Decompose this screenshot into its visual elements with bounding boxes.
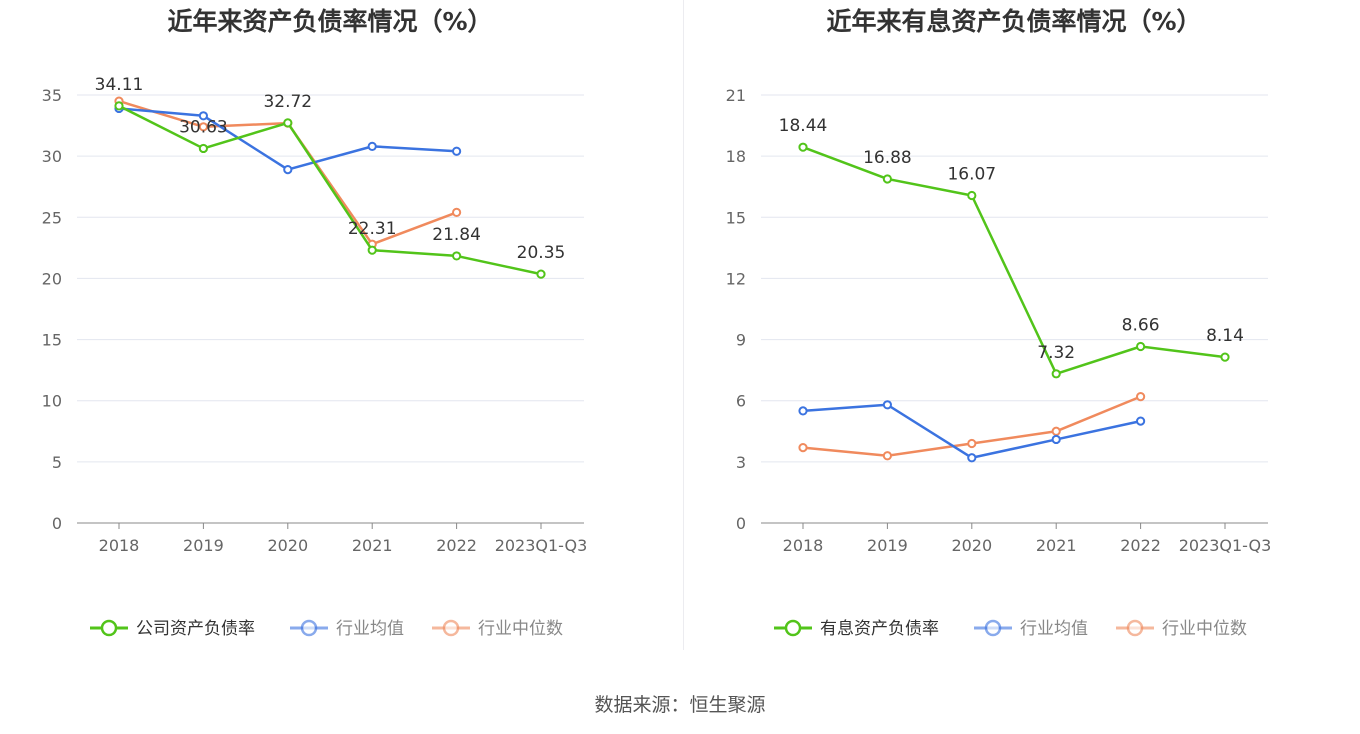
data-point-company[interactable] (198, 143, 208, 154)
legend-item-industry-median[interactable]: 行业中位数 (432, 619, 563, 639)
data-point-industry-avg[interactable] (1136, 416, 1146, 426)
y-tick-label: 35 (42, 86, 62, 105)
data-label: 32.72 (263, 92, 312, 112)
y-tick-label: 0 (736, 514, 746, 533)
legend-item-industry-avg[interactable]: 行业均值 (290, 619, 404, 639)
y-tick-label: 5 (52, 453, 62, 472)
data-point-industry-avg[interactable] (452, 146, 462, 156)
x-tick-label: 2022 (436, 536, 477, 555)
y-tick-label: 6 (736, 392, 746, 411)
data-label: 7.32 (1037, 343, 1075, 363)
data-point-industry-avg[interactable] (198, 111, 208, 121)
x-tick-label: 2018 (99, 536, 140, 555)
legend-item-company[interactable]: 有息资产负债率 (774, 619, 939, 639)
data-point-industry-avg[interactable] (967, 453, 977, 463)
data-point-company[interactable] (882, 174, 892, 184)
y-tick-label: 9 (736, 331, 746, 350)
data-label: 20.35 (517, 243, 566, 263)
divider (683, 0, 684, 650)
x-tick-label: 2021 (352, 536, 393, 555)
data-point-company[interactable] (798, 142, 808, 152)
legend-label: 有息资产负债率 (820, 619, 939, 639)
data-label: 30.63 (179, 117, 228, 137)
data-point-industry-median[interactable] (1136, 392, 1146, 402)
legend-label: 行业均值 (336, 619, 404, 639)
x-tick-label: 2023Q1-Q3 (495, 536, 588, 555)
y-tick-label: 0 (52, 514, 62, 533)
data-point-industry-median[interactable] (798, 442, 808, 453)
data-point-industry-avg[interactable] (283, 164, 293, 175)
x-tick-label: 2023Q1-Q3 (1179, 536, 1272, 555)
y-tick-label: 12 (726, 269, 746, 288)
data-point-industry-avg[interactable] (367, 141, 377, 151)
legend-marker (984, 619, 1002, 637)
data-point-company[interactable] (536, 269, 546, 279)
data-point-company[interactable] (1220, 352, 1230, 362)
y-tick-label: 15 (726, 208, 746, 227)
data-source: 数据来源：恒生聚源 (594, 694, 766, 716)
data-point-industry-avg[interactable] (798, 406, 808, 416)
y-tick-label: 10 (42, 392, 62, 411)
y-tick-label: 15 (42, 331, 62, 350)
data-point-company[interactable] (1051, 369, 1061, 379)
series-line-company (118, 104, 542, 276)
asset-liability-chart: 近年来资产负债率情况（%） 0 5 10 15 20 25 30 35 2018 2019 2020 2… (42, 7, 588, 639)
legend-label: 公司资产负债率 (136, 619, 255, 639)
legend-marker (442, 619, 460, 637)
data-point-industry-avg[interactable] (1051, 434, 1061, 445)
data-point-company[interactable] (1136, 341, 1146, 352)
x-tick-label: 2021 (1036, 536, 1077, 555)
data-point-industry-median[interactable] (452, 207, 462, 217)
x-tick-label: 2020 (951, 536, 992, 555)
legend-item-industry-median[interactable]: 行业中位数 (1116, 619, 1247, 639)
y-tick-label: 25 (42, 208, 62, 227)
data-point-industry-median[interactable] (198, 122, 208, 132)
legend-item-industry-avg[interactable]: 行业均值 (974, 619, 1088, 639)
data-label: 8.66 (1122, 316, 1160, 336)
data-label: 8.14 (1206, 326, 1244, 346)
data-point-industry-median[interactable] (882, 451, 892, 461)
y-tick-label: 18 (726, 147, 746, 166)
data-label: 21.84 (432, 225, 481, 245)
x-tick-label: 2018 (783, 536, 824, 555)
x-tick-label: 2019 (183, 536, 224, 555)
chart-title: 近年来资产负债率情况（%） (167, 7, 492, 36)
data-point-industry-avg[interactable] (882, 400, 892, 410)
legend-marker (100, 619, 118, 637)
legend-marker (300, 619, 318, 637)
legend-label: 行业均值 (1020, 619, 1088, 639)
series-line-industry-avg (802, 403, 1141, 460)
x-tick-label: 2019 (867, 536, 908, 555)
y-tick-label: 20 (42, 269, 62, 288)
data-point-industry-median[interactable] (1051, 426, 1061, 436)
data-point-industry-median[interactable] (967, 438, 977, 449)
x-tick-label: 2020 (267, 536, 308, 555)
interest-bearing-liability-chart: 近年来有息资产负债率情况（%） 0 3 6 9 12 15 18 21 2018 2019 2020 2… (726, 7, 1272, 639)
x-tick-label: 2022 (1120, 536, 1161, 555)
legend-item-company[interactable]: 公司资产负债率 (90, 619, 255, 639)
legend-label: 行业中位数 (1162, 619, 1247, 639)
series-line-company (802, 146, 1226, 376)
y-tick-label: 21 (726, 86, 746, 105)
data-label: 16.07 (947, 164, 996, 184)
data-label: 22.31 (348, 219, 397, 239)
data-point-company[interactable] (452, 251, 462, 261)
data-label: 34.11 (95, 75, 144, 95)
data-point-company[interactable] (283, 118, 293, 128)
chart-title: 近年来有息资产负债率情况（%） (826, 7, 1201, 36)
legend-label: 行业中位数 (478, 619, 563, 639)
legend-marker (784, 619, 802, 637)
y-tick-label: 3 (736, 453, 746, 472)
data-label: 16.88 (863, 148, 912, 168)
y-tick-label: 30 (42, 147, 62, 166)
data-point-company[interactable] (967, 190, 977, 201)
data-label: 18.44 (779, 116, 828, 136)
legend-marker (1126, 619, 1144, 637)
data-point-company[interactable] (367, 245, 377, 255)
data-point-company[interactable] (114, 101, 124, 111)
